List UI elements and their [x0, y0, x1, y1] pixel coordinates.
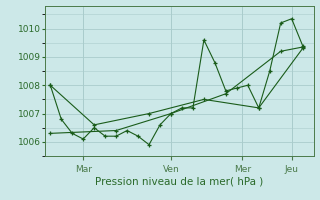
X-axis label: Pression niveau de la mer( hPa ): Pression niveau de la mer( hPa ) — [95, 177, 263, 187]
